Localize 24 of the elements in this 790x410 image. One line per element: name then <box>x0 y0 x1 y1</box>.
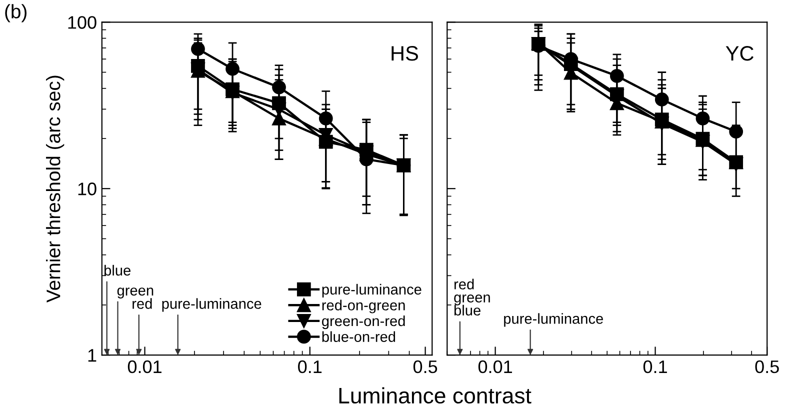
annotation: pure-luminance <box>504 313 603 327</box>
y-tick-label: 10 <box>78 182 96 196</box>
x-tick-label: 0.01 <box>128 360 162 374</box>
annotation: green <box>117 288 154 298</box>
text: HS <box>392 46 418 61</box>
x-tick-label: 0.5 <box>755 360 779 374</box>
y-tick-label: 100 <box>68 16 96 29</box>
text: (b) <box>5 4 27 22</box>
annotation: pure-luminance <box>162 298 262 312</box>
x-tick-label: 0.5 <box>413 360 438 374</box>
annotation: blue <box>104 264 130 276</box>
x-tick-label: 0.01 <box>478 360 512 374</box>
legend-label: green-on-red <box>322 315 405 330</box>
annotation: red <box>132 298 152 309</box>
annotation: red green blue <box>454 278 490 316</box>
legend-label: pure-luminance <box>322 284 422 298</box>
y-axis-title: Vernier threshold (arc sec) <box>46 76 64 303</box>
x-tick-label: 0.1 <box>643 360 667 374</box>
x-axis-title: Luminance contrast <box>339 387 532 404</box>
legend-label: blue-on-red <box>322 331 396 342</box>
legend-label: red-on-green <box>322 300 405 314</box>
x-tick-label: 0.1 <box>298 360 322 374</box>
text: YC <box>726 46 754 61</box>
y-tick-label: 1 <box>88 349 96 362</box>
